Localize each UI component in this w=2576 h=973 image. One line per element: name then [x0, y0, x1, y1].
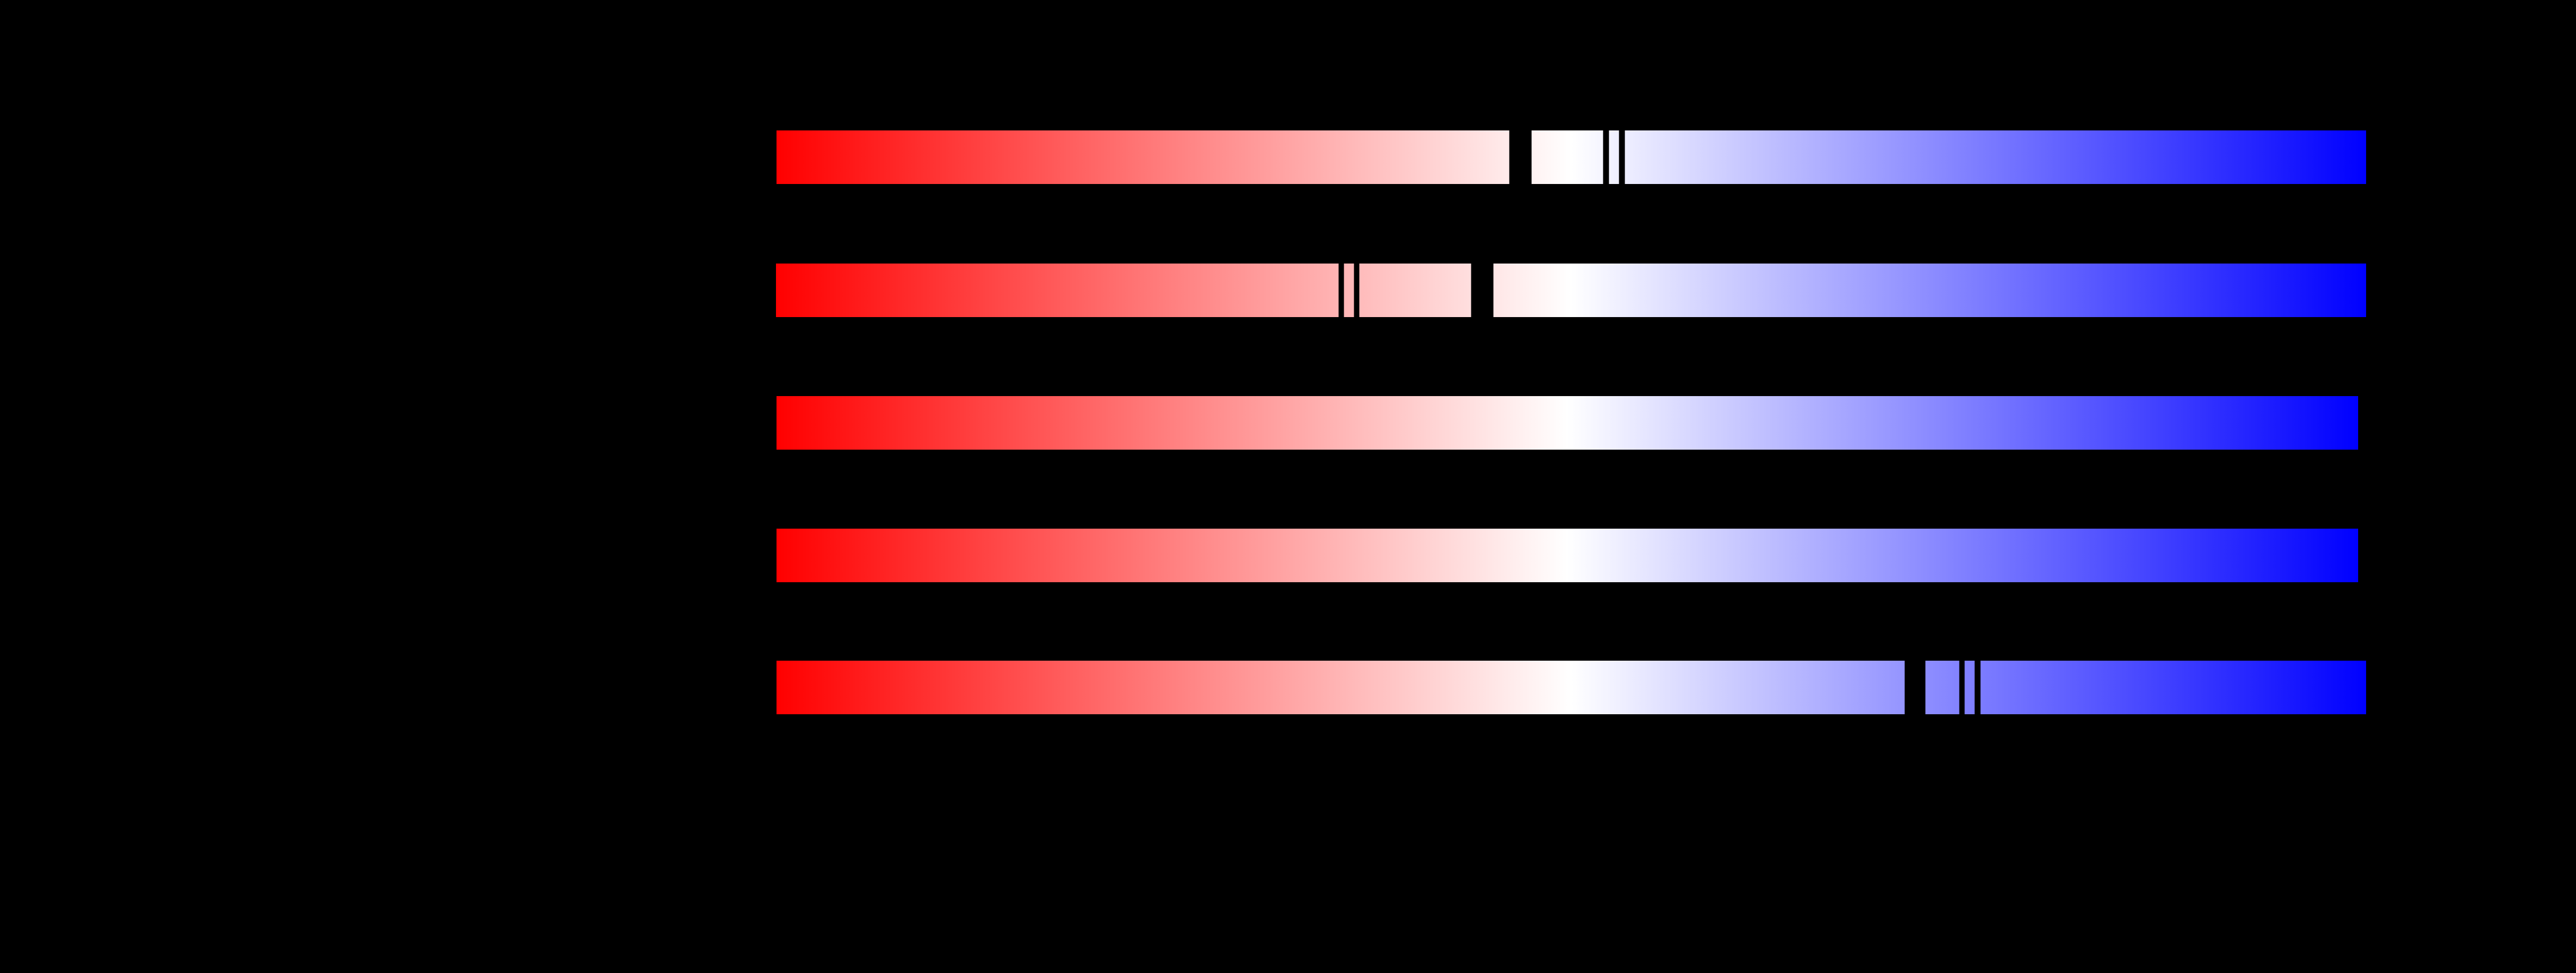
colorbar-1-segment-4	[1624, 130, 2366, 184]
colorbar-track-1[interactable]	[777, 130, 2366, 184]
colorbar-5-segment-4	[1980, 661, 2366, 714]
colorbar-track-2[interactable]	[776, 264, 2366, 317]
colorbar-2-segment-2	[1344, 264, 1355, 317]
colorbar-2-segment-1	[776, 264, 1339, 317]
colorbar-track-5[interactable]	[777, 661, 2366, 714]
colorbar-row-3	[777, 396, 2358, 450]
colorbar-2-segment-4	[1493, 264, 2366, 317]
colorbar-row-1	[777, 130, 2366, 184]
colorbar-1-segment-2	[1531, 130, 1604, 184]
colorbar-4-segment-1	[777, 529, 2358, 582]
colorbar-1-segment-3	[1608, 130, 1620, 184]
colorbar-1-segment-1	[777, 130, 1510, 184]
colorbar-2-segment-3	[1359, 264, 1471, 317]
colorbar-track-3[interactable]	[777, 396, 2358, 450]
colorbar-5-segment-3	[1964, 661, 1975, 714]
colorbar-5-segment-2	[1925, 661, 1960, 714]
colorbar-5-segment-1	[777, 661, 1905, 714]
colorbar-row-2	[776, 264, 2366, 317]
colorbar-row-4	[777, 529, 2358, 582]
colorbar-3-segment-1	[777, 396, 2358, 450]
colorbar-row-5	[777, 661, 2366, 714]
colorbar-track-4[interactable]	[777, 529, 2358, 582]
